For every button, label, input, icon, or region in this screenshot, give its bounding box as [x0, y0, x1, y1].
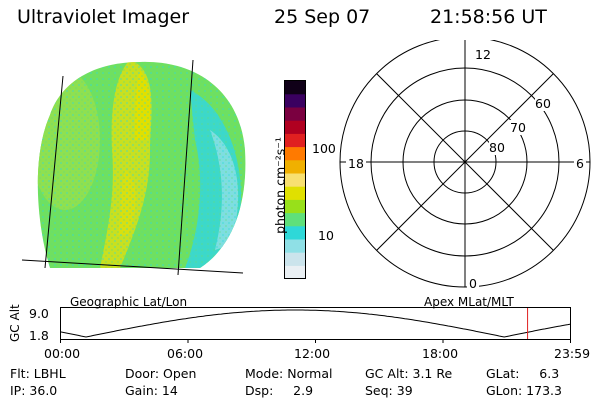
lat-label-60: 60	[535, 96, 551, 111]
xtick-1800: 18:00	[422, 346, 459, 361]
colorbar-segment	[284, 225, 306, 240]
mlt-label-12: 12	[473, 47, 493, 62]
colorbar	[284, 80, 306, 280]
polar-grid	[339, 40, 591, 288]
mlt-label-0: 0	[467, 276, 479, 291]
mlt-label-6: 6	[574, 156, 586, 171]
colorbar-segment	[284, 172, 306, 187]
colorbar-segment	[284, 80, 306, 95]
glon-status: GLon: 173.3	[486, 383, 562, 398]
apex-label: Apex MLat/MLT	[424, 295, 514, 309]
xtick-2359: 23:59	[554, 346, 591, 361]
colorbar-label: photon cm⁻²s⁻¹	[272, 137, 288, 234]
lat-label-70: 70	[510, 120, 526, 135]
colorbar-segment	[284, 186, 306, 200]
door-status: Door: Open	[125, 366, 197, 381]
time-label: 21:58:56 UT	[430, 6, 547, 28]
lat-label-80: 80	[489, 140, 505, 155]
colorbar-segment	[284, 199, 306, 214]
glat-status: GLat: 6.3	[486, 366, 560, 381]
colorbar-tick-100: 100	[312, 141, 336, 156]
xtick-0000: 00:00	[44, 346, 81, 361]
instrument-title: Ultraviolet Imager	[17, 6, 190, 28]
dsp-status: Dsp: 2.9	[245, 383, 314, 398]
colorbar-segment	[284, 238, 306, 253]
ip-status: IP: 36.0	[10, 383, 58, 398]
xtick-0600: 06:00	[167, 346, 204, 361]
colorbar-segment	[284, 120, 306, 134]
mlt-label-18: 18	[346, 156, 366, 171]
colorbar-segment	[284, 93, 306, 108]
altitude-ytick-high: 9.0	[29, 306, 49, 321]
altitude-ylabel: GC Alt	[8, 304, 22, 342]
geographic-label: Geographic Lat/Lon	[70, 295, 188, 309]
colorbar-segment	[284, 106, 306, 121]
colorbar-segment	[284, 133, 306, 148]
header: Ultraviolet Imager 25 Sep 07 21:58:56 UT	[0, 2, 600, 30]
colorbar-segment	[284, 159, 306, 174]
altitude-ytick-low: 1.8	[29, 328, 49, 343]
colorbar-segment	[284, 212, 306, 227]
colorbar-tick-10: 10	[318, 228, 334, 243]
xtick-1200: 12:00	[294, 346, 331, 361]
colorbar-segment	[284, 252, 306, 266]
filter-status: Flt: LBHL	[10, 366, 66, 381]
date-label: 25 Sep 07	[274, 6, 371, 28]
colorbar-segment	[284, 265, 306, 280]
mode-status: Mode: Normal	[245, 366, 333, 381]
seq-status: Seq: 39	[365, 383, 413, 398]
gc-alt-status: GC Alt: 3.1 Re	[365, 366, 453, 381]
altitude-plot	[60, 307, 571, 343]
colorbar-segment	[284, 146, 306, 161]
gain-status: Gain: 14	[125, 383, 178, 398]
